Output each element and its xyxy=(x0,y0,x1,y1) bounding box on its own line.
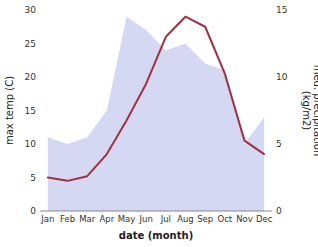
x-tick-label: Aug xyxy=(177,214,194,224)
y2-axis-label: med. precipitation(kg/m2) xyxy=(301,65,318,157)
x-tick-label: Jan xyxy=(40,214,54,224)
y-tick-label: 10 xyxy=(25,139,37,149)
y2-tick-label: 0 xyxy=(276,206,282,216)
y-tick-label: 25 xyxy=(25,39,36,49)
y2-tick-label: 10 xyxy=(276,72,288,82)
y-tick-label: 5 xyxy=(30,173,36,183)
x-tick-label: Mar xyxy=(79,214,96,224)
y2-tick-label: 15 xyxy=(276,5,287,15)
y-tick-label: 0 xyxy=(30,206,36,216)
chart: 0 5 10 15 20 25 30 0 5 10 15 Jan Feb MarApr MayJun Jul A… xyxy=(0,0,318,247)
line xyxy=(48,17,264,181)
y-tick-label: 30 xyxy=(25,5,37,15)
x-tick-label: Sep xyxy=(197,214,213,224)
x-axis-label: date (month) xyxy=(119,230,193,241)
x-tick-label: Jun xyxy=(139,214,153,224)
x-tick-label: Oct xyxy=(217,214,232,224)
y-axis-label: max temp (C) xyxy=(4,76,15,145)
plot-area xyxy=(48,17,264,211)
y-tick-label: 15 xyxy=(25,106,36,116)
y2-axis-label-line: (kg/m2) xyxy=(301,91,312,131)
area xyxy=(48,17,264,211)
y2-tick-label: 5 xyxy=(276,139,282,149)
x-axis-line xyxy=(40,211,272,212)
x-tick-label: Apr xyxy=(99,214,114,224)
y-tick-label: 20 xyxy=(25,72,37,82)
chart-container: 0 5 10 15 20 25 30 0 5 10 15 Jan Feb MarApr MayJun Jul A… xyxy=(0,0,318,247)
x-tick-label: Jul xyxy=(160,214,171,224)
x-tick-label: Feb xyxy=(60,214,75,224)
x-tick-label: Dec xyxy=(256,214,273,224)
x-tick-label: Nov xyxy=(236,214,253,224)
x-tick-label: May xyxy=(118,214,136,224)
